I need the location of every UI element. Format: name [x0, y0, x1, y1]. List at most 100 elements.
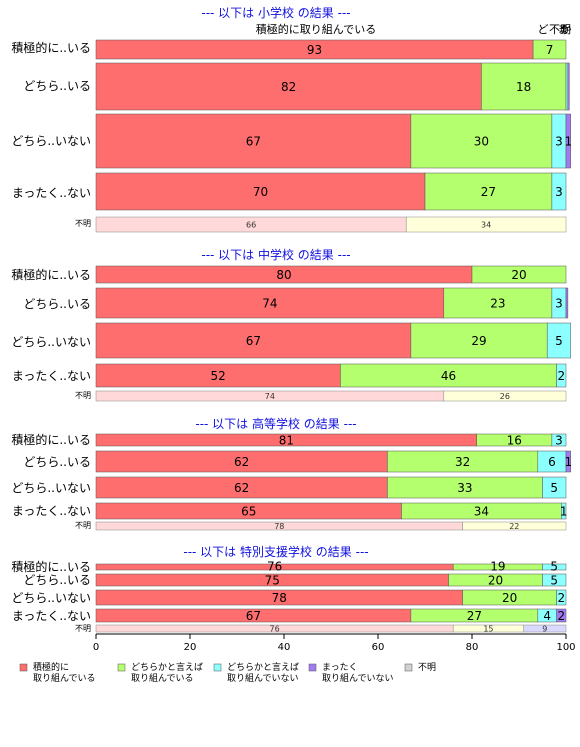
- unknown-label: 78: [274, 522, 284, 531]
- data-label: 70: [253, 185, 268, 199]
- data-label: 1: [565, 455, 573, 469]
- legend-swatch: [308, 663, 317, 672]
- data-label: 29: [471, 334, 486, 348]
- data-label: 81: [279, 434, 294, 448]
- bar-segment: [410, 322, 548, 359]
- data-label: 3: [555, 434, 563, 448]
- data-label: 5: [550, 574, 558, 588]
- data-label: 32: [455, 455, 470, 469]
- data-label: 27: [481, 185, 496, 199]
- legend-label: 積極的に: [33, 661, 69, 673]
- x-tick-label: 0: [93, 642, 99, 653]
- column-header: か: [561, 23, 572, 36]
- bar-segment: [471, 265, 567, 284]
- unknown-label: 76: [270, 625, 280, 634]
- category-label: どちら..いる: [23, 573, 91, 587]
- data-label: 1: [565, 135, 573, 149]
- category-label: 積極的に..いる: [11, 267, 91, 282]
- panel-title: --- 以下は 特別支援学校 の結果 ---: [183, 544, 368, 559]
- data-label: 93: [307, 43, 322, 57]
- data-label: 2: [557, 369, 565, 383]
- bar-segment: [95, 113, 412, 169]
- data-label: 2: [557, 609, 565, 623]
- column-header: 積極的に取り組んでいる: [256, 22, 376, 36]
- legend-swatch: [404, 663, 413, 672]
- data-label: 3: [555, 185, 563, 199]
- data-label: 67: [246, 609, 261, 623]
- legend-label: 取り組んでいない: [227, 672, 299, 684]
- category-label: まったく..ない: [12, 369, 91, 383]
- bar-segment: [561, 502, 567, 520]
- category-label: どちら..いる: [23, 297, 91, 311]
- category-label: 不明: [75, 391, 91, 400]
- bar-segment: [551, 433, 567, 447]
- category-label: まったく..ない: [12, 186, 91, 200]
- unknown-label: 66: [246, 221, 256, 230]
- legend-label: 不明: [418, 662, 436, 673]
- x-tick-label: 40: [278, 642, 291, 653]
- data-label: 20: [502, 591, 517, 605]
- data-label: 75: [265, 574, 280, 588]
- data-label: 6: [548, 455, 556, 469]
- bar-segment: [565, 113, 571, 169]
- unknown-label: 9: [542, 625, 547, 634]
- bar-segment: [551, 172, 567, 211]
- unknown-label: 74: [265, 392, 275, 401]
- unknown-label: 26: [500, 392, 510, 401]
- legend-swatch: [213, 663, 222, 672]
- category-label: どちら..いる: [23, 455, 91, 469]
- x-tick-label: 100: [556, 642, 575, 653]
- bar-segment: [567, 62, 570, 111]
- data-label: 4: [543, 609, 551, 623]
- category-label: まったく..ない: [12, 609, 91, 623]
- category-label: 積極的に..いる: [11, 559, 91, 574]
- legend-swatch: [117, 663, 126, 672]
- data-label: 52: [211, 369, 226, 383]
- category-label: どちら..いない: [11, 134, 91, 148]
- data-label: 20: [511, 268, 526, 282]
- data-label: 7: [546, 43, 554, 57]
- legend-label: どちらかと言えば: [227, 661, 299, 673]
- column-header: 不明: [549, 23, 571, 36]
- category-label: 積極的に..いる: [11, 40, 91, 55]
- data-label: 16: [507, 434, 522, 448]
- data-label: 30: [474, 135, 489, 149]
- category-label: まったく..ない: [12, 504, 91, 518]
- category-label: 不明: [75, 624, 91, 633]
- data-label: 82: [281, 80, 296, 94]
- data-label: 2: [557, 591, 565, 605]
- bar-segment: [556, 608, 567, 623]
- data-label: 67: [246, 334, 261, 348]
- unknown-label: 22: [509, 522, 519, 531]
- unknown-label: 34: [481, 221, 491, 230]
- bar-segment: [542, 573, 567, 587]
- data-label: 19: [490, 559, 505, 573]
- data-label: 1: [560, 505, 568, 519]
- data-label: 62: [234, 455, 249, 469]
- bar-segment: [95, 287, 445, 319]
- data-label: 76: [267, 559, 282, 573]
- category-label: 不明: [75, 219, 91, 228]
- data-label: 78: [272, 591, 287, 605]
- legend-label: まったく: [322, 662, 358, 673]
- bar-segment: [95, 172, 426, 211]
- data-label: 5: [555, 334, 563, 348]
- unknown-label: 15: [483, 625, 493, 634]
- data-label: 5: [550, 559, 558, 573]
- x-tick-label: 80: [466, 642, 479, 653]
- panel-title: --- 以下は 小学校 の結果 ---: [201, 5, 350, 20]
- data-label: 23: [490, 297, 505, 311]
- category-label: どちら..いない: [11, 335, 91, 349]
- category-label: どちら..いる: [23, 79, 91, 93]
- data-label: 34: [474, 505, 489, 519]
- bar-segment: [565, 450, 571, 473]
- panel-title: --- 以下は 中学校 の結果 ---: [201, 247, 350, 262]
- data-label: 67: [246, 135, 261, 149]
- bar-segment: [542, 563, 567, 571]
- column-header: ま: [558, 23, 569, 36]
- data-label: 33: [457, 481, 472, 495]
- data-label: 46: [441, 369, 456, 383]
- data-label: 18: [516, 80, 531, 94]
- legend-label: 取り組んでいる: [131, 672, 194, 684]
